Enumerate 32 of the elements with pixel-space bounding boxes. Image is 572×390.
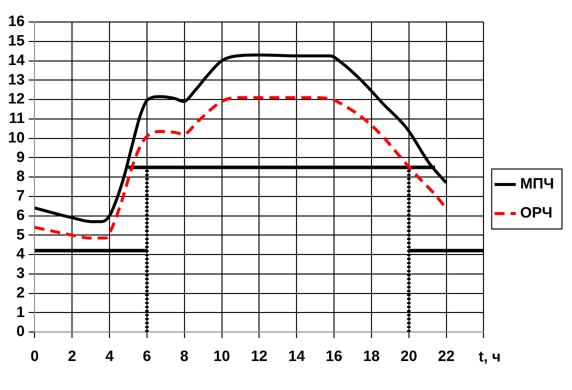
x-tick-label: 2	[68, 348, 76, 366]
x-tick-label: 16	[326, 348, 342, 366]
x-tick-label: 6	[142, 348, 152, 366]
x-tick-label: 0	[30, 348, 39, 366]
y-tick-label: 6	[16, 206, 25, 224]
x-tick-label: 4	[105, 348, 114, 366]
y-tick-label: 11	[8, 110, 25, 128]
y-tick-label: 3	[16, 265, 25, 282]
x-tick-label: 20	[400, 348, 418, 366]
y-tick-label: 2	[16, 284, 25, 302]
y-tick-label: 15	[8, 32, 25, 50]
x-tick-label: 12	[250, 348, 268, 366]
y-tick-label: 12	[8, 90, 25, 108]
x-axis-title: t, ч	[478, 348, 501, 366]
x-tick-label: 14	[288, 348, 306, 366]
y-tick-label: 7	[16, 188, 25, 205]
x-tick-label: 10	[213, 348, 230, 366]
x-tick-label: 22	[438, 348, 455, 366]
x-tick-label: 8	[180, 348, 189, 366]
x-tick-label: 18	[363, 348, 380, 366]
y-tick-label: 0	[16, 323, 25, 340]
y-tick-label: 9	[16, 148, 25, 166]
y-tick-label: 16	[8, 13, 25, 30]
y-tick-label: 1	[16, 304, 25, 321]
y-tick-label: 13	[8, 71, 25, 88]
legend-label: ОРЧ	[520, 204, 552, 222]
y-tick-label: 5	[16, 226, 25, 244]
legend-label: МПЧ	[520, 176, 554, 193]
y-tick-label: 10	[8, 129, 25, 146]
y-tick-label: 8	[16, 168, 25, 186]
y-tick-label: 4	[16, 246, 26, 263]
y-tick-label: 14	[8, 52, 26, 69]
